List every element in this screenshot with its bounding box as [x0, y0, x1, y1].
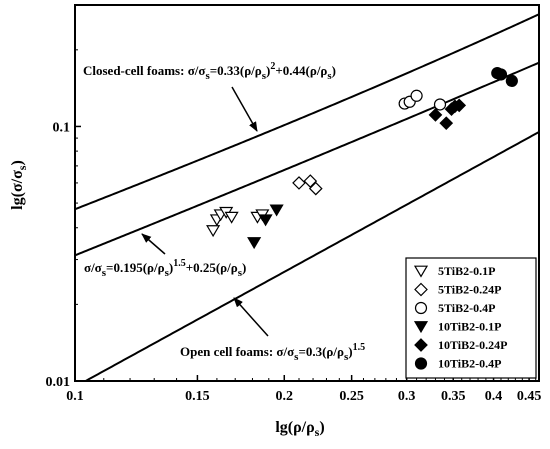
legend-label: 10TiB2-0.1P — [438, 320, 501, 334]
mid-curve-annotation: σ/σs=0.195(ρ/ρs)1.5+0.25(ρ/ρs) — [84, 258, 246, 279]
legend-marker — [414, 357, 428, 370]
data-point — [494, 68, 508, 81]
legend-box — [405, 257, 537, 379]
x-tick-label: 0.35 — [441, 389, 466, 404]
legend-label: 10TiB2-0.24P — [438, 338, 507, 352]
x-tick-label: 0.45 — [517, 389, 542, 404]
legend-marker — [414, 282, 428, 297]
legend-label: 10TiB2-0.4P — [438, 357, 501, 371]
y-tick-label: 0.1 — [53, 120, 71, 135]
mid-curve — [75, 61, 539, 257]
x-tick-label: 0.2 — [276, 389, 294, 404]
legend-marker — [414, 301, 428, 315]
x-tick-label: 0.15 — [185, 389, 210, 404]
data-point — [292, 176, 306, 190]
data-point — [269, 204, 284, 217]
legend-label: 5TiB2-0.24P — [438, 283, 501, 297]
data-point — [439, 116, 454, 131]
open-cell-curve — [83, 131, 539, 381]
open-cell-arrow — [233, 297, 269, 337]
closed-cell-annotation: Closed-cell foams: σ/σs=0.33(ρ/ρs)2+0.44… — [83, 61, 336, 82]
data-point — [505, 74, 518, 87]
x-tick-label: 0.25 — [339, 389, 364, 404]
data-point — [410, 89, 423, 102]
x-tick-label: 0.1 — [66, 389, 84, 404]
closed-cell-arrow — [231, 86, 258, 132]
data-point — [433, 98, 447, 111]
data-point — [428, 108, 443, 122]
data-point — [303, 174, 318, 188]
legend-label: 5TiB2-0.4P — [438, 301, 495, 315]
data-point — [258, 214, 273, 227]
data-point — [247, 237, 262, 250]
y-tick-label: 0.01 — [46, 375, 71, 390]
data-point — [308, 181, 323, 196]
data-point — [206, 225, 221, 238]
mid-curve-arrow — [141, 233, 166, 255]
legend-marker — [413, 265, 429, 278]
x-tick-label: 0.3 — [398, 389, 416, 404]
y-axis-title: lg(σ/σs) — [9, 160, 29, 210]
data-point — [452, 98, 467, 113]
plot-frame — [74, 4, 540, 382]
data-point — [224, 211, 239, 224]
x-tick-label: 0.4 — [485, 389, 503, 404]
legend-marker — [413, 321, 429, 334]
legend-label: 5TiB2-0.1P — [438, 264, 495, 278]
open-cell-annotation: Open cell foams: σ/σs=0.3(ρ/ρs)1.5 — [180, 342, 365, 363]
closed-cell-curve — [75, 13, 539, 211]
x-axis-title: lg(ρ/ρs) — [275, 419, 324, 439]
legend-marker — [414, 338, 428, 352]
